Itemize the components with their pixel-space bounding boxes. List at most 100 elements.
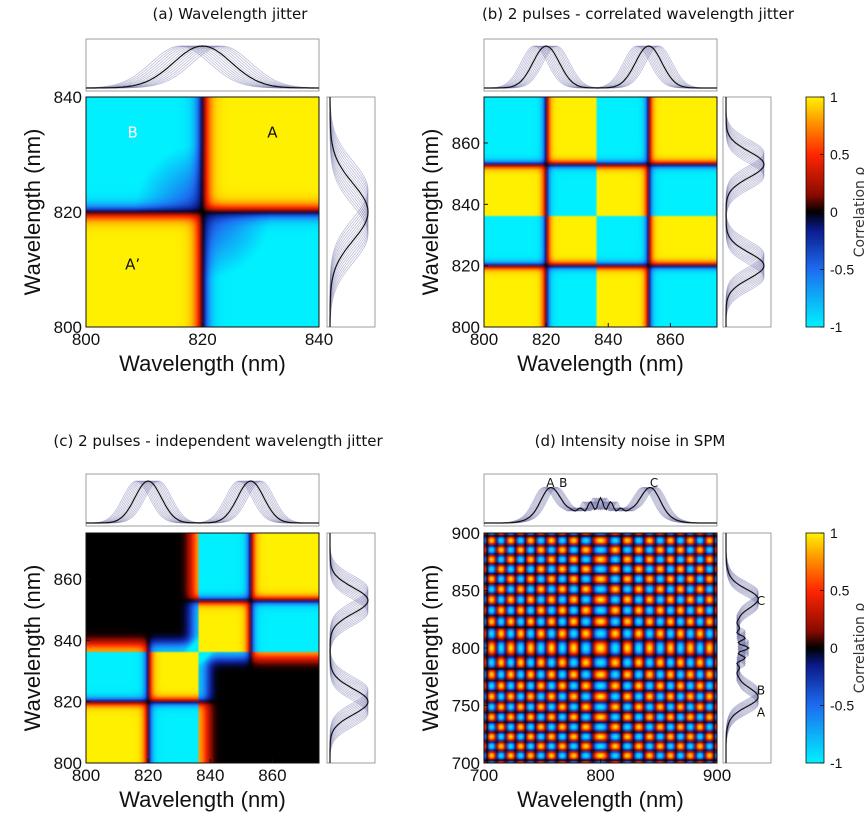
side-spectrum-trace <box>329 97 369 327</box>
x-tick-label: 800 <box>586 766 614 785</box>
top-spectrum-trace <box>484 487 717 524</box>
x-axis-label: Wavelength (nm) <box>119 351 286 376</box>
top-spectrum-trace <box>86 45 319 89</box>
colorbar-tick-label: -1 <box>830 319 843 335</box>
x-tick-label: 700 <box>470 766 498 785</box>
x-tick-label: 860 <box>656 330 684 349</box>
side-spectrum-mean <box>329 533 369 763</box>
side-spectrum-trace <box>329 96 369 327</box>
top-spectrum-trace <box>86 45 319 89</box>
top-spectrum-mean <box>86 480 319 524</box>
top-spectrum-mean <box>86 45 319 89</box>
y-tick-label: 840 <box>54 88 82 107</box>
panel-title-a: (a) Wavelength jitter <box>153 5 309 23</box>
y-tick-label: 850 <box>452 582 480 601</box>
side-spectrum-frame-b <box>722 96 772 328</box>
colorbar-tick-label: -0.5 <box>830 262 854 278</box>
top-spectrum-trace <box>484 487 717 524</box>
side-spectrum-trace <box>329 97 369 327</box>
side-spectrum-frame-c <box>326 532 376 764</box>
y-axis-label: Wavelength (nm) <box>418 129 443 296</box>
panel-title-d: (d) Intensity noise in SPM <box>535 432 726 450</box>
colorbar-tick-label: 0 <box>830 204 838 220</box>
y-tick-label: 900 <box>452 524 480 543</box>
y-axis-label: Wavelength (nm) <box>20 129 45 296</box>
side-spectrum-trace <box>329 97 369 327</box>
colorbar-b <box>806 97 824 327</box>
x-tick-label: 840 <box>305 330 333 349</box>
side-spectrum-trace <box>329 97 369 327</box>
y-tick-label: 750 <box>452 697 480 716</box>
colorbar-label: Correlation ρ <box>852 603 864 694</box>
colorbar-tick-label: 1 <box>830 525 838 541</box>
side-spectrum-mean <box>725 97 765 327</box>
heatmap-annotation: A’ <box>125 256 140 274</box>
x-tick-label: 820 <box>188 330 216 349</box>
y-tick-label: 820 <box>54 693 82 712</box>
heatmap-c <box>86 533 319 763</box>
colorbar-tick-label: -0.5 <box>830 698 854 714</box>
heatmap-b <box>484 97 717 327</box>
side-spectrum-trace <box>725 533 759 763</box>
side-spectrum-trace <box>329 97 369 327</box>
top-spectrum-trace <box>85 480 319 524</box>
x-tick-label: 840 <box>196 766 224 785</box>
y-tick-label: 800 <box>54 754 82 773</box>
top-spectrum-trace <box>86 45 320 89</box>
top-spectrum-trace <box>484 487 717 524</box>
y-tick-label: 800 <box>54 318 82 337</box>
top-spectrum-mean <box>484 45 717 89</box>
top-spectrum-trace <box>85 45 319 89</box>
x-axis-label: Wavelength (nm) <box>517 787 684 812</box>
y-tick-label: 800 <box>452 318 480 337</box>
y-tick-label: 700 <box>452 754 480 773</box>
top-spectrum-trace <box>484 487 717 524</box>
colorbar-d <box>806 533 824 763</box>
colorbar-label: Correlation ρ <box>852 167 864 258</box>
top-spectrum-label: A <box>546 476 555 490</box>
y-tick-label: 860 <box>452 134 480 153</box>
heatmap-d <box>484 533 717 763</box>
side-spectrum-trace <box>329 97 369 328</box>
colorbar-tick-label: 1 <box>830 89 838 105</box>
side-spectrum-mean <box>329 97 369 327</box>
top-spectrum-trace <box>86 45 320 89</box>
side-spectrum-trace <box>725 533 759 763</box>
x-tick-label: 800 <box>470 330 498 349</box>
side-spectrum-trace <box>725 533 759 763</box>
x-axis-label: Wavelength (nm) <box>517 351 684 376</box>
x-tick-label: 800 <box>72 766 100 785</box>
y-tick-label: 840 <box>452 195 480 214</box>
side-spectrum-trace <box>725 533 759 763</box>
top-spectrum-trace <box>484 487 717 524</box>
x-axis-label: Wavelength (nm) <box>119 787 286 812</box>
side-spectrum-label: A <box>757 705 766 719</box>
side-spectrum-label: C <box>757 594 765 608</box>
y-tick-label: 840 <box>54 631 82 650</box>
top-spectrum-trace <box>86 45 319 89</box>
top-spectrum-trace <box>484 487 717 524</box>
top-spectrum-frame-a <box>85 38 320 92</box>
top-spectrum-label: B <box>559 476 567 490</box>
top-spectrum-label: C <box>650 476 658 490</box>
y-tick-label: 860 <box>54 570 82 589</box>
colorbar-tick-label: 0 <box>830 640 838 656</box>
top-spectrum-mean <box>484 487 717 524</box>
top-spectrum-trace <box>484 487 717 524</box>
panel-title-b: (b) 2 pulses - correlated wavelength jit… <box>482 5 795 23</box>
side-spectrum-trace <box>329 533 369 763</box>
heatmap-annotation: A <box>267 123 278 141</box>
top-spectrum-trace <box>85 45 319 89</box>
side-spectrum-trace <box>725 533 759 763</box>
panel-title-c: (c) 2 pulses - independent wavelength ji… <box>53 432 383 450</box>
x-tick-label: 820 <box>532 330 560 349</box>
top-spectrum-trace <box>483 45 717 89</box>
top-spectrum-trace <box>86 480 319 524</box>
side-spectrum-trace <box>725 533 759 763</box>
side-spectrum-frame-a <box>326 96 376 328</box>
side-spectrum-trace <box>725 533 759 763</box>
top-spectrum-trace <box>484 486 717 524</box>
y-tick-label: 820 <box>54 203 82 222</box>
colorbar-tick-label: 0.5 <box>830 583 850 599</box>
